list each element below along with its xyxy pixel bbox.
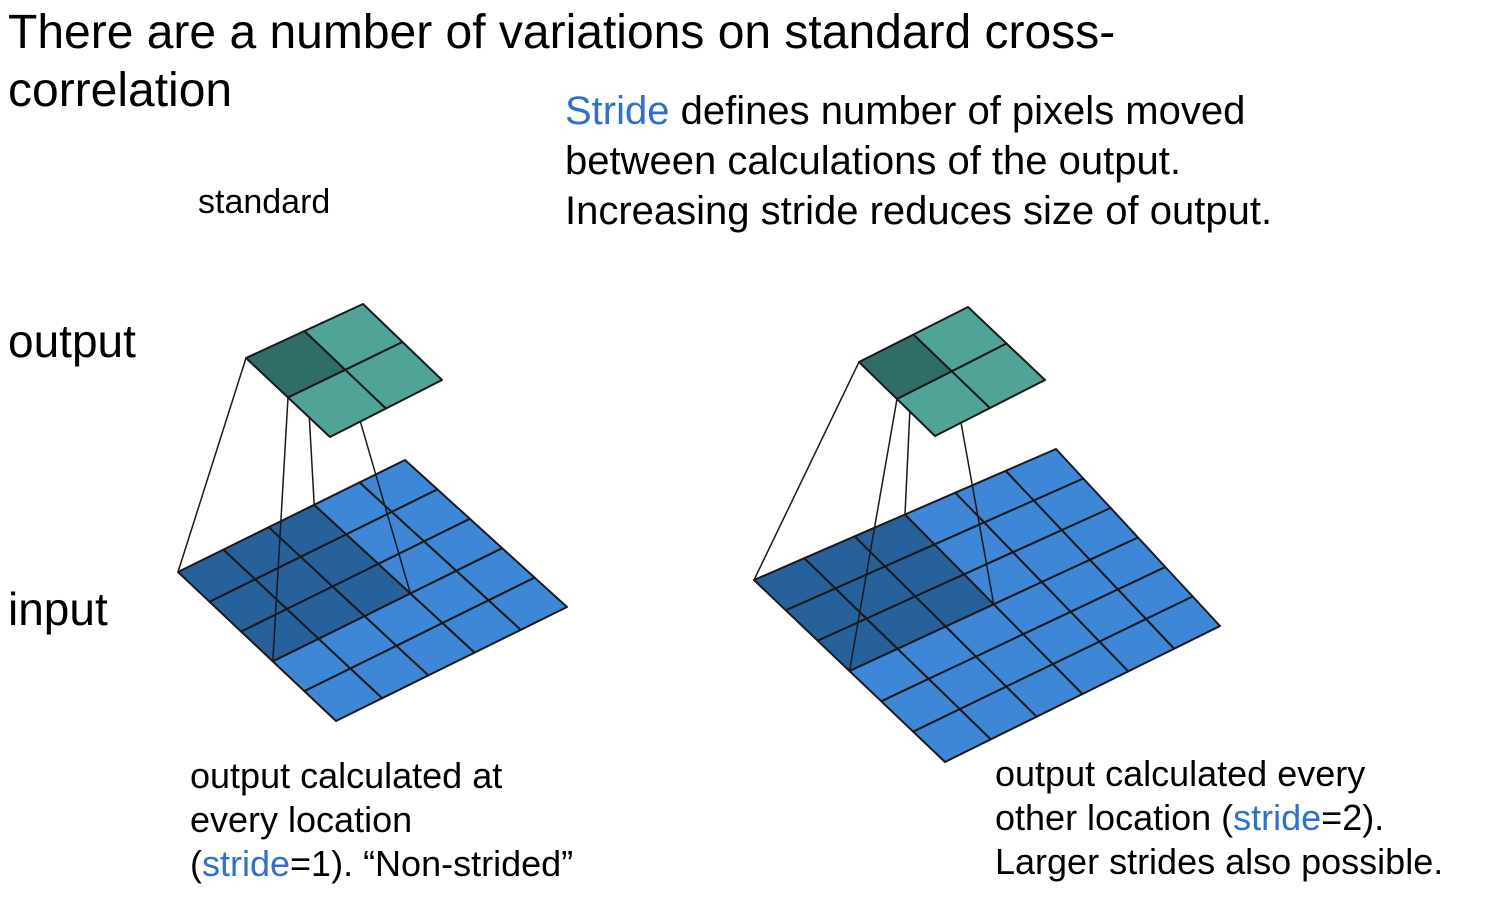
- stride-keyword: Stride: [565, 89, 670, 133]
- caption-prefix: other location (: [995, 797, 1234, 838]
- stride-keyword: stride: [1233, 797, 1322, 838]
- slide-title-line-2: correlation: [8, 64, 233, 117]
- output-grid-cell: [344, 341, 443, 410]
- non-strided-diagram: [177, 303, 568, 722]
- stride-description-line-1: Stride defines number of pixels moved: [565, 86, 1272, 136]
- slide-title: There are a number of variations on stan…: [8, 4, 1115, 120]
- caption-strided-line-2: other location (stride=2).: [995, 796, 1443, 840]
- caption-stride-value: =2).: [1321, 797, 1385, 838]
- connection-line: [272, 397, 289, 662]
- connection-line: [848, 398, 898, 672]
- connection-line: [753, 361, 860, 581]
- stride-keyword: stride: [202, 843, 291, 884]
- stride-description-line-2: between calculations of the output.: [565, 139, 1181, 183]
- connection-line: [177, 357, 247, 573]
- input-grid-cell: [487, 576, 568, 631]
- caption-non-strided-line-1: output calculated at: [190, 755, 503, 796]
- input-label: input: [8, 583, 108, 635]
- caption-non-strided: output calculated at every location (str…: [190, 754, 573, 886]
- caption-strided: output calculated every other location (…: [995, 752, 1443, 884]
- input-grid-cell: [1145, 595, 1221, 650]
- stride-description: Stride defines number of pixels moved be…: [565, 86, 1272, 236]
- strided-diagram: [753, 306, 1221, 763]
- caption-strided-line-3: Larger strides also possible.: [995, 841, 1444, 882]
- caption-non-strided-line-3: (stride=1). “Non-strided”: [190, 842, 573, 886]
- slide-title-line-1: There are a number of variations on stan…: [8, 6, 1116, 59]
- caption-non-strided-line-2: every location: [190, 799, 413, 840]
- output-label: output: [8, 315, 136, 367]
- output-grid-cell: [950, 342, 1046, 409]
- caption-stride-value: =1). “Non-strided”: [290, 843, 574, 884]
- standard-label: standard: [198, 183, 331, 221]
- caption-strided-line-1: output calculated every: [995, 753, 1366, 794]
- stride-description-line-1-rest: defines number of pixels moved: [669, 89, 1246, 133]
- caption-paren: (: [190, 843, 202, 884]
- stride-description-line-3: Increasing stride reduces size of output…: [565, 189, 1273, 233]
